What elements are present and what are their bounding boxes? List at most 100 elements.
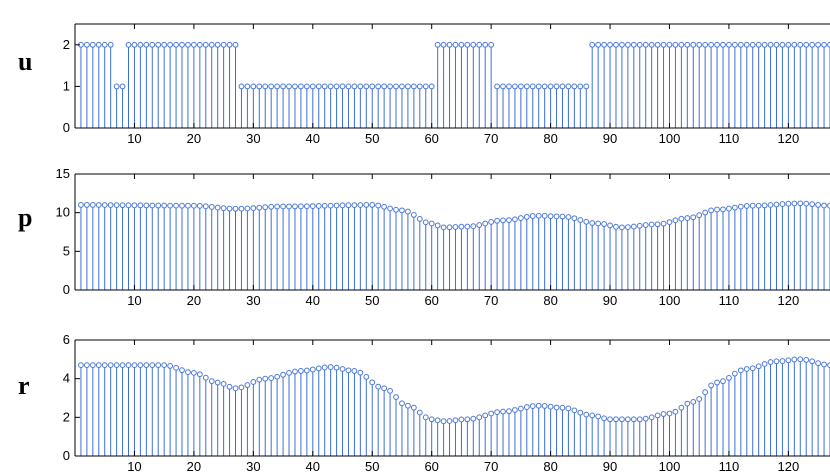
stem-marker	[393, 394, 399, 400]
stem-marker	[607, 41, 613, 48]
stem-marker	[601, 221, 607, 227]
stem-marker	[440, 418, 447, 425]
stem-marker	[731, 41, 738, 48]
stem-marker	[155, 362, 162, 369]
stems	[78, 41, 830, 128]
stem-marker	[779, 41, 786, 48]
stem-marker	[375, 383, 382, 390]
stem-marker	[131, 202, 138, 209]
stem-marker	[720, 378, 726, 385]
stem-marker	[749, 41, 756, 48]
stem-marker	[179, 202, 185, 209]
stem-marker	[583, 218, 590, 225]
x-tick-label: 30	[246, 131, 260, 146]
stem-marker	[137, 362, 144, 369]
stem-marker	[173, 364, 179, 371]
stem-marker	[702, 389, 709, 396]
stem-marker	[708, 41, 715, 48]
stem-marker	[161, 362, 168, 369]
x-tick-label: 20	[187, 459, 201, 474]
panel-label: p	[18, 203, 32, 232]
stem-marker	[268, 83, 275, 90]
x-tick-label: 120	[778, 293, 800, 308]
x-tick-label: 80	[543, 459, 557, 474]
x-tick-label: 60	[424, 459, 438, 474]
stem-marker	[589, 41, 596, 48]
stem-marker	[381, 385, 388, 392]
stem-marker	[357, 202, 364, 208]
stem-marker	[714, 206, 720, 213]
stem-marker	[482, 41, 489, 48]
stem-marker	[541, 403, 548, 409]
stem-marker	[743, 203, 750, 209]
stem-marker	[797, 200, 804, 207]
stem-marker	[327, 364, 334, 370]
x-tick-label: 40	[306, 293, 320, 308]
stem-marker	[553, 404, 560, 411]
stem-marker	[613, 223, 619, 230]
stem-marker	[339, 366, 346, 372]
stem-marker	[648, 221, 655, 228]
stem-marker	[208, 41, 215, 48]
stem-marker	[726, 374, 732, 381]
stem-marker	[161, 41, 168, 48]
stem-marker	[422, 83, 429, 90]
stem-marker	[422, 219, 429, 226]
stem-marker	[821, 202, 827, 209]
y-tick-label: 2	[63, 409, 70, 424]
stem-marker	[185, 41, 191, 48]
stem-marker	[149, 41, 156, 48]
stem-marker	[321, 83, 328, 90]
stem-marker	[399, 400, 405, 407]
x-tick-label: 70	[484, 131, 498, 146]
stem-marker	[512, 407, 518, 413]
stem-marker	[410, 212, 417, 218]
stem-marker	[416, 83, 423, 90]
stem-marker	[196, 371, 203, 378]
stem-marker	[458, 416, 465, 423]
stem-marker	[250, 83, 257, 90]
stem-marker	[785, 200, 792, 207]
stem-marker	[755, 363, 762, 370]
stem-marker	[636, 41, 643, 48]
stem-marker	[684, 215, 691, 221]
y-tick-label: 0	[63, 282, 70, 297]
x-tick-label: 120	[778, 131, 800, 146]
stem-marker	[512, 216, 518, 223]
stem-marker	[476, 41, 483, 48]
stem-marker	[464, 416, 471, 423]
stem-marker	[482, 412, 489, 419]
stem-marker	[422, 414, 429, 421]
stem-marker	[333, 202, 340, 209]
stem-marker	[363, 202, 370, 208]
stem-marker	[125, 362, 132, 369]
stem-marker	[815, 202, 822, 208]
stem-marker	[559, 83, 566, 90]
stem-marker	[648, 414, 655, 421]
stem-marker	[250, 205, 257, 212]
stem-marker	[369, 379, 376, 386]
stem-marker	[767, 202, 774, 208]
x-tick-label: 30	[246, 293, 260, 308]
stem-marker	[410, 404, 417, 411]
stem-marker	[405, 208, 411, 215]
stem-marker	[470, 415, 477, 422]
stem-marker	[256, 376, 263, 383]
y-tick-label: 2	[63, 37, 70, 52]
stem-marker	[512, 83, 518, 90]
stem-marker	[309, 203, 316, 209]
stem-marker	[155, 202, 162, 209]
stem-marker	[78, 202, 84, 208]
stem-marker	[761, 361, 768, 367]
stem-marker	[143, 41, 150, 48]
stem-marker	[190, 369, 197, 376]
stem-marker	[119, 83, 126, 90]
stem-marker	[440, 41, 447, 48]
stem-marker	[541, 212, 548, 219]
stem-marker	[470, 223, 477, 230]
stem-marker	[214, 204, 221, 211]
stem-marker	[405, 402, 411, 409]
stems	[78, 200, 830, 290]
stem-marker	[743, 41, 750, 48]
stem-marker	[559, 213, 566, 220]
